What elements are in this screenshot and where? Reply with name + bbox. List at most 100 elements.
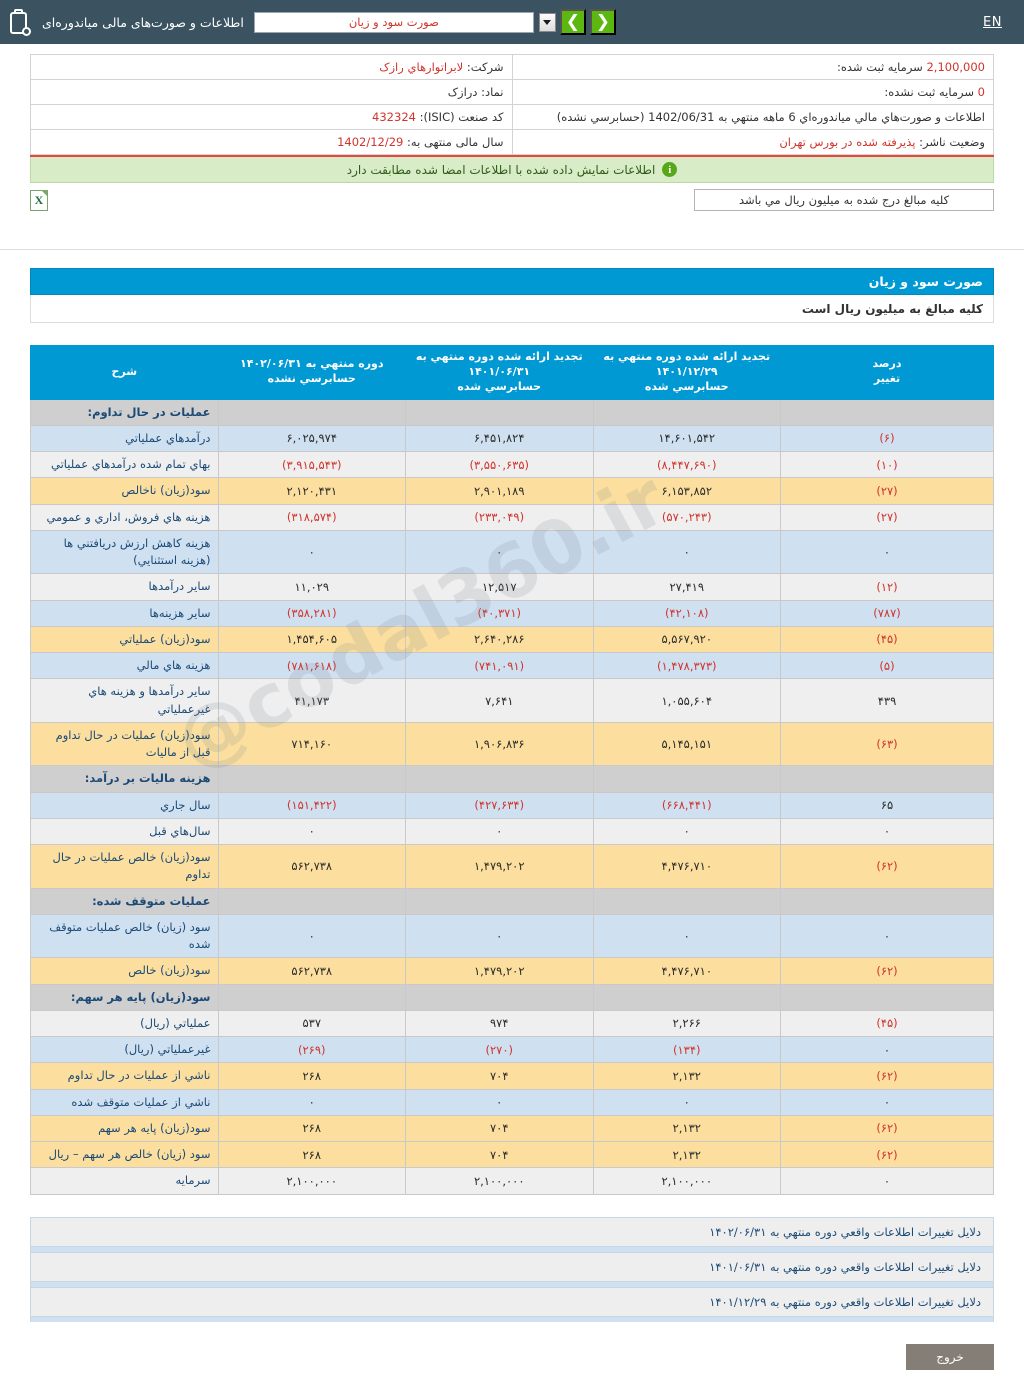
cell-value-c1: ۲۶۸ (217, 1062, 406, 1090)
group-empty-cell (592, 887, 781, 915)
cell-value-c2: ۱,۴۷۹,۲۰۲ (405, 957, 594, 985)
cell-description: درآمدهاي عملياتي (30, 424, 219, 453)
table-row: (۶) ۱۴,۶۰۱,۵۴۲ ۶,۴۵۱,۸۲۴ ۶,۰۲۵,۹۷۴ درآمدهاي … (30, 424, 994, 453)
unit-note-box: کليه مبالغ درج شده به ميليون ريال مي باش… (694, 189, 994, 211)
report-select[interactable]: صورت سود و زیان (253, 11, 534, 33)
cell-value-c2: ۱,۹۰۶,۸۳۶ (405, 721, 594, 767)
group-empty-cell (405, 887, 594, 915)
table-row: ۶۵ (۶۶۸,۴۴۱) (۴۲۷,۶۳۴) (۱۵۱,۴۲۲) سال جاري (30, 791, 994, 819)
footer-link-3[interactable]: دلايل تغييرات اطلاعات واقعي دوره منتهي ب… (30, 1286, 994, 1317)
col-header-c3-bottom: حسابرسي شده (644, 379, 729, 393)
table-row: (۴۵) ۲,۲۶۶ ۹۷۴ ۵۳۷ عملياتي (ريال) (30, 1009, 994, 1038)
info-icon: i (662, 162, 678, 177)
cell-value-c2: ۰ (405, 1088, 594, 1116)
cell-value-c2: ۷,۶۴۱ (405, 678, 594, 723)
cell-value-c2: ۲,۹۰۱,۱۸۹ (405, 477, 594, 505)
cell-value-c3: (۱۳۴) (592, 1036, 781, 1064)
report-select-arrow[interactable] (538, 12, 556, 32)
cell-percent-change: (۵) (780, 652, 994, 680)
prev-report-button[interactable]: ❮ (589, 9, 616, 35)
cell-value-c1: (۳۵۸,۲۸۱) (217, 599, 406, 627)
cell-percent-change: (۲۷) (780, 503, 994, 531)
footer-link-2[interactable]: دلايل تغييرات اطلاعات واقعي دوره منتهي ب… (30, 1251, 994, 1282)
cell-description: سود(زيان) خالص (30, 957, 219, 985)
excel-export-icon[interactable]: X (30, 189, 48, 211)
cell-value-c1: ۲۶۸ (217, 1114, 406, 1143)
registered-capital-cell: 2,100,000 سرمايه ثبت شده: (511, 54, 994, 80)
table-body: عمليات در حال تداوم: (۶) ۱۴,۶۰۱,۵۴۲ ۶,۴۵۱,۸… (30, 398, 994, 1195)
footer-link-label: دلايل تغييرات اطلاعات واقعي دوره منتهي ب… (709, 1294, 981, 1309)
unregistered-capital-value: 0 (977, 85, 985, 99)
cell-value-c2: ۱۲,۵۱۷ (405, 573, 594, 601)
cell-value-c3: ۰ (592, 529, 781, 575)
cell-value-c1: (۳,۹۱۵,۵۴۳) (217, 451, 406, 479)
cell-description: سود(زيان) عمليات در حال تداوم قبل از مال… (30, 721, 219, 767)
cell-description: ناشي از عمليات در حال تداوم (30, 1062, 219, 1090)
table-row: ۰ ۰ ۰ ۰ سال‌هاي قبل (30, 817, 994, 846)
cell-percent-change: (۶۳) (780, 721, 994, 767)
symbol-cell: نماد: درازک (30, 79, 513, 105)
income-statement-table: درصد تغيير تجديد ارائه شده دوره منتهي به… (30, 345, 994, 1195)
cell-value-c3: ۰ (592, 1088, 781, 1116)
col-header-pct-bottom: تغيير (873, 372, 901, 386)
next-report-button[interactable]: ❯ (559, 9, 586, 35)
group-empty-cell (592, 765, 781, 793)
report-select-value: صورت سود و زیان (348, 15, 439, 29)
cell-value-c3: ۲,۲۶۶ (592, 1009, 781, 1038)
cell-value-c1: ۲۶۸ (217, 1141, 406, 1169)
fiscal-year-label: سال مالی منتهی به: (407, 135, 504, 149)
cell-value-c1: ۰ (217, 913, 406, 959)
cell-description: هزينه هاي مالي (30, 652, 219, 680)
footer-link-1[interactable]: دلايل تغييرات اطلاعات واقعي دوره منتهي ب… (30, 1216, 994, 1247)
cell-value-c2: (۷۴۱,۰۹۱) (405, 652, 594, 680)
group-empty-cell (217, 983, 406, 1011)
cell-value-c1: ۵۳۷ (217, 1009, 406, 1038)
statement-subtitle: کليه مبالغ به ميليون ريال است (30, 295, 994, 323)
cell-percent-change: ۰ (780, 817, 994, 846)
table-row: ۰ ۰ ۰ ۰ هزينه کاهش ارزش دريافتني ها (هزينه ا… (30, 529, 994, 575)
excel-glyph: X (34, 192, 44, 207)
table-header-row: درصد تغيير تجديد ارائه شده دوره منتهي به… (30, 345, 994, 400)
period-info-cell: اطلاعات و صورت‌هاي مالي مياندوره‌اي 6 ما… (511, 104, 994, 130)
cell-value-c3: ۵,۵۶۷,۹۲۰ (592, 625, 781, 654)
col-header-c1: دوره منتهي به ۱۴۰۲/۰۶/۳۱ حسابرسي نشده (217, 345, 406, 400)
exit-button[interactable]: خروج (906, 1343, 994, 1370)
cell-value-c3: ۲,۱۳۲ (592, 1141, 781, 1169)
top-navigation-bar: EN ❮ ❯ صورت سود و زیان اطلاعات و صورت‌ها… (0, 0, 1024, 44)
table-row: (۱۰) (۸,۴۴۷,۶۹۰) (۳,۵۵۰,۶۳۵) (۳,۹۱۵,۵۴۳) بها… (30, 451, 994, 479)
report-navigator: ❮ ❯ صورت سود و زیان اطلاعات و صورت‌های م… (8, 9, 616, 36)
table-row: (۶۳) ۵,۱۴۵,۱۵۱ ۱,۹۰۶,۸۳۶ ۷۱۴,۱۶۰ سود(زيان) ع… (30, 721, 994, 767)
cell-value-c1: (۷۸۱,۶۱۸) (217, 652, 406, 680)
col-header-c2-bottom: حسابرسي شده (457, 379, 542, 393)
page-content: 2,100,000 سرمايه ثبت شده: شرکت: لابراتوا… (0, 44, 1024, 1384)
table-row: ۰ ۰ ۰ ۰ سود (زيان) خالص عمليات متوقف شده (30, 913, 994, 959)
registered-capital-value: 2,100,000 (926, 60, 985, 74)
table-row: (۴۵) ۵,۵۶۷,۹۲۰ ۲,۶۴۰,۲۸۶ ۱,۴۵۴,۶۰۵ سود(زيان)… (30, 625, 994, 654)
group-empty-cell (780, 398, 994, 426)
cell-value-c1: ۲,۱۰۰,۰۰۰ (217, 1167, 406, 1195)
income-statement-section: @codal360.ir درصد تغيير تجديد ارائه شده … (0, 323, 1024, 1195)
table-group-row: عمليات در حال تداوم: (30, 398, 994, 426)
cell-percent-change: (۴۵) (780, 1009, 994, 1038)
cell-value-c2: ۷۰۴ (405, 1114, 594, 1143)
cell-value-c3: (۱,۴۷۸,۳۷۳) (592, 652, 781, 680)
unregistered-capital-cell: 0 سرمايه ثبت نشده: (511, 79, 994, 105)
cell-description: بهاي تمام شده درآمدهاي عملياتي (30, 451, 219, 479)
cell-value-c3: ۴,۴۷۶,۷۱۰ (592, 844, 781, 889)
cell-percent-change: ۰ (780, 1088, 994, 1116)
group-empty-cell (780, 765, 994, 793)
cell-percent-change: (۶۲) (780, 1114, 994, 1143)
signature-match-notice: i اطلاعات نمايش داده شده با اطلاعات امضا… (30, 157, 994, 183)
cell-description: سود(زيان) خالص عمليات در حال تداوم (30, 844, 219, 889)
company-info-table: 2,100,000 سرمايه ثبت شده: شرکت: لابراتوا… (30, 54, 994, 155)
cell-value-c3: ۰ (592, 913, 781, 959)
cell-percent-change: (۶۲) (780, 1062, 994, 1090)
cell-value-c3: (۸,۴۴۷,۶۹۰) (592, 451, 781, 479)
language-toggle-en[interactable]: EN (983, 14, 1002, 30)
cell-value-c3: (۶۶۸,۴۴۱) (592, 791, 781, 819)
cell-percent-change: (۱۰) (780, 451, 994, 479)
group-empty-cell (780, 983, 994, 1011)
info-row: 0 سرمايه ثبت نشده: نماد: درازک (30, 79, 994, 105)
table-group-row: هزينه ماليات بر درآمد: (30, 765, 994, 793)
cell-percent-change: (۱۲) (780, 573, 994, 601)
